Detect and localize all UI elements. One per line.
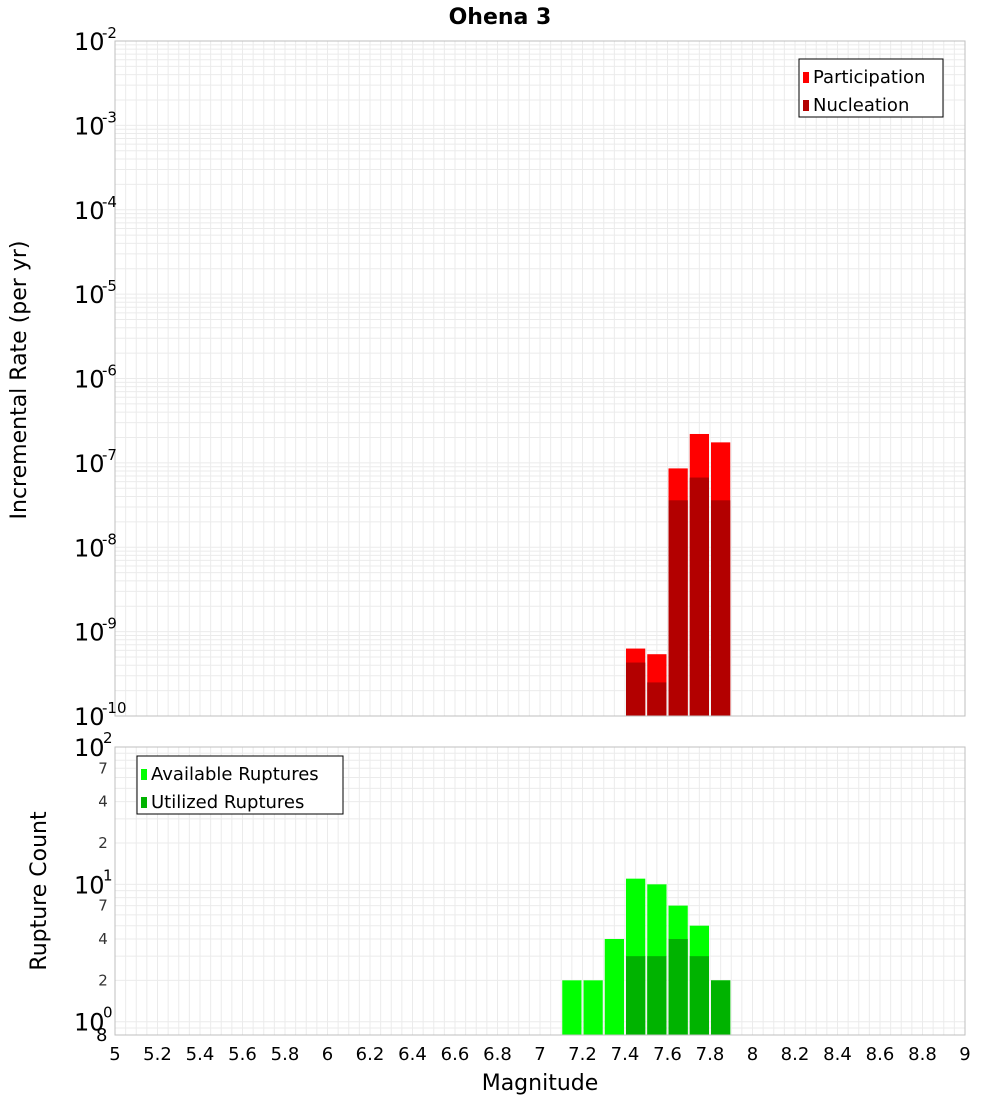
legend-box <box>798 58 944 118</box>
y-tick-exponent: -5 <box>102 277 117 295</box>
y-tick-label: 10 <box>74 112 105 140</box>
x-tick-label: 7.4 <box>611 1044 640 1065</box>
count-grid <box>114 746 966 1036</box>
legend-swatch <box>803 72 809 83</box>
y-minor-tick-label: 4 <box>98 793 108 811</box>
x-tick-label: 8.6 <box>866 1044 895 1065</box>
legend-swatch <box>803 100 809 111</box>
count-bars <box>562 878 731 1035</box>
bar-utilized <box>668 939 688 1035</box>
legend-label: Utilized Ruptures <box>151 792 304 813</box>
bar-utilized <box>626 956 646 1035</box>
y-minor-tick-label: 4 <box>98 930 108 948</box>
x-tick-label: 5.6 <box>228 1044 257 1065</box>
y-tick-label: 10 <box>74 703 105 731</box>
y-minor-tick-label: 7 <box>98 897 108 915</box>
x-tick-label: 8 <box>747 1044 758 1065</box>
y-minor-tick-label: 2 <box>98 971 108 989</box>
rate-plot-frame <box>114 40 966 717</box>
x-axis-ticks: 5 5.2 5.4 5.6 5.8 6 6.2 6.4 6.6 6.8 7 7.2 7.4 7.6 7.8 8… <box>109 1044 970 1065</box>
y-tick-label: 10 <box>74 619 105 647</box>
bar-available <box>562 980 582 1035</box>
legend-label: Nucleation <box>813 95 909 116</box>
y-minor-tick-label: 7 <box>98 759 108 777</box>
bar-nucleation <box>647 682 667 716</box>
y-tick-exponent: 2 <box>103 729 113 747</box>
y-tick-label: 10 <box>74 281 105 309</box>
x-tick-label: 6 <box>322 1044 333 1065</box>
y-tick-exponent: 0 <box>103 1004 113 1022</box>
bar-nucleation <box>711 500 731 716</box>
x-tick-label: 6.4 <box>398 1044 427 1065</box>
y-tick-label: 10 <box>74 28 105 56</box>
chart-title: Ohena 3 <box>449 5 552 30</box>
y-tick-label: 10 <box>74 734 105 762</box>
x-tick-label: 5.2 <box>143 1044 172 1065</box>
y-tick-label: 10 <box>74 450 105 478</box>
rate-grid <box>114 41 966 717</box>
count-legend: Available Ruptures Utilized Ruptures <box>136 755 344 815</box>
x-tick-label: 8.8 <box>908 1044 937 1065</box>
y-tick-exponent: -7 <box>102 446 117 464</box>
rate-bars <box>626 433 731 716</box>
legend-box <box>136 755 344 815</box>
count-y-axis-label: Rupture Count <box>27 811 52 971</box>
bar-available <box>604 939 624 1035</box>
x-tick-label: 7.8 <box>696 1044 725 1065</box>
bar-utilized <box>647 956 667 1035</box>
x-tick-label: 6.6 <box>441 1044 470 1065</box>
y-tick-label: 10 <box>74 366 105 394</box>
x-tick-label: 7 <box>534 1044 545 1065</box>
y-minor-tick-label: 2 <box>98 834 108 852</box>
legend-label: Available Ruptures <box>151 764 319 785</box>
bar-nucleation <box>626 662 646 716</box>
rate-y-axis-label: Incremental Rate (per yr) <box>7 241 32 520</box>
x-tick-label: 6.8 <box>483 1044 512 1065</box>
legend-swatch <box>141 797 147 808</box>
y-tick-exponent: -2 <box>102 24 117 42</box>
x-tick-label: 8.4 <box>823 1044 852 1065</box>
y-tick-exponent: -3 <box>102 108 117 126</box>
y-tick-label: 10 <box>74 871 105 899</box>
x-tick-label: 9 <box>959 1044 970 1065</box>
x-tick-label: 7.6 <box>653 1044 682 1065</box>
count-plot-frame <box>114 746 966 1036</box>
bar-available <box>583 980 603 1035</box>
rate-plot: 10-210-310-410-510-610-710-810-910-10 In… <box>7 24 966 731</box>
bar-nucleation <box>668 500 688 716</box>
x-tick-label: 6.2 <box>356 1044 385 1065</box>
x-axis-label: Magnitude <box>482 1071 599 1096</box>
y-tick-exponent: 1 <box>103 866 113 884</box>
x-tick-label: 5 <box>109 1044 120 1065</box>
x-tick-label: 8.2 <box>781 1044 810 1065</box>
y-tick-exponent: -9 <box>102 615 117 633</box>
bar-utilized <box>711 980 731 1035</box>
x-tick-label: 7.2 <box>568 1044 597 1065</box>
y-tick-exponent: -8 <box>102 530 117 548</box>
y-tick-exponent: -6 <box>102 362 117 380</box>
y-tick-label: 10 <box>74 534 105 562</box>
y-tick-exponent: -4 <box>102 193 117 211</box>
legend-swatch <box>141 769 147 780</box>
rate-legend: Participation Nucleation <box>798 58 944 118</box>
y-tick-label: 10 <box>74 1009 105 1037</box>
y-tick-exponent: -10 <box>102 699 127 717</box>
rate-y-ticks: 10-210-310-410-510-610-710-810-910-10 <box>74 24 127 731</box>
bar-nucleation <box>689 477 709 716</box>
y-minor-tick-label: 8 <box>96 1025 107 1046</box>
legend-label: Participation <box>813 67 925 88</box>
x-tick-label: 5.4 <box>186 1044 215 1065</box>
x-tick-label: 5.8 <box>271 1044 300 1065</box>
y-tick-label: 10 <box>74 197 105 225</box>
bar-utilized <box>689 956 709 1035</box>
